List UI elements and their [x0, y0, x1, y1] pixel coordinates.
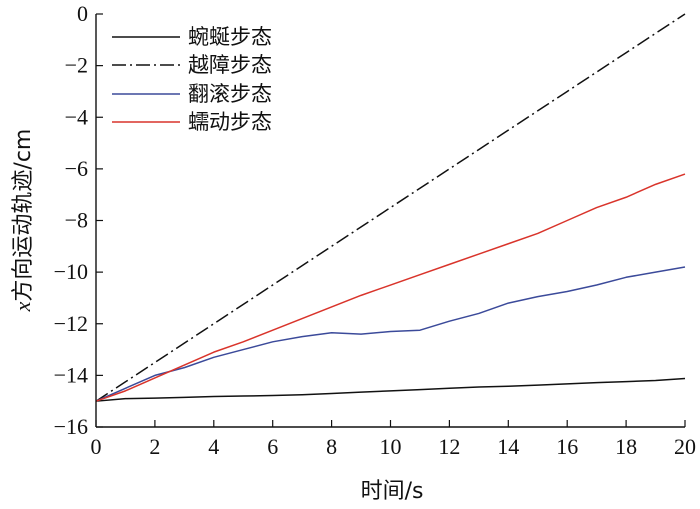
y-tick-label: −16 — [54, 414, 88, 439]
x-tick-label: 10 — [380, 434, 402, 459]
legend-label-3: 蠕动步态 — [188, 110, 272, 134]
y-tick-label: −12 — [54, 311, 88, 336]
x-tick-label: 4 — [208, 434, 219, 459]
x-tick-label: 2 — [149, 434, 160, 459]
y-axis-title-rest: 方向运动轨迹/cm — [11, 129, 36, 302]
x-tick-label: 6 — [267, 434, 278, 459]
x-tick-label: 14 — [497, 434, 519, 459]
legend-entry: 蜿蜒步态 — [112, 25, 272, 49]
x-tick-label: 20 — [674, 434, 696, 459]
y-tick-label: −4 — [65, 104, 88, 129]
y-axis-title: x方向运动轨迹/cm — [10, 129, 36, 313]
y-tick-label: −14 — [54, 362, 88, 387]
x-tick-label: 18 — [615, 434, 637, 459]
x-tick-label: 8 — [326, 434, 337, 459]
legend-label-2: 翻滚步态 — [188, 82, 272, 106]
legend-label-0: 蜿蜒步态 — [188, 25, 272, 49]
y-tick-label: −8 — [65, 208, 88, 233]
legend-label-1: 越障步态 — [188, 53, 272, 77]
y-tick-label: −6 — [65, 156, 88, 181]
legend-entry: 蠕动步态 — [112, 110, 272, 134]
legend: 蜿蜒步态 越障步态 翻滚步态 蠕动步态 — [112, 25, 272, 134]
series-line-1 — [95, 13, 686, 402]
y-tick-label: −2 — [65, 53, 88, 78]
series-line-3 — [95, 173, 686, 402]
x-axis-title: 时间/s — [361, 479, 424, 504]
x-tick-label: 16 — [556, 434, 578, 459]
y-tick-label: −10 — [54, 259, 88, 284]
x-tick-label: 12 — [438, 434, 460, 459]
series-line-0 — [95, 377, 686, 402]
ticks-layer: 0 2 4 6 8 10 12 14 16 18 20 0 −2 −4 −6 −8 −10 −12 −14 −16 — [54, 1, 696, 459]
x-tick-label: 0 — [91, 434, 102, 459]
legend-entry: 翻滚步态 — [112, 82, 272, 106]
y-axis-title-italic: x — [10, 301, 35, 312]
y-tick-label: 0 — [77, 1, 88, 26]
series-layer — [95, 13, 686, 402]
legend-entry: 越障步态 — [112, 53, 272, 77]
series-line-2 — [95, 266, 686, 402]
